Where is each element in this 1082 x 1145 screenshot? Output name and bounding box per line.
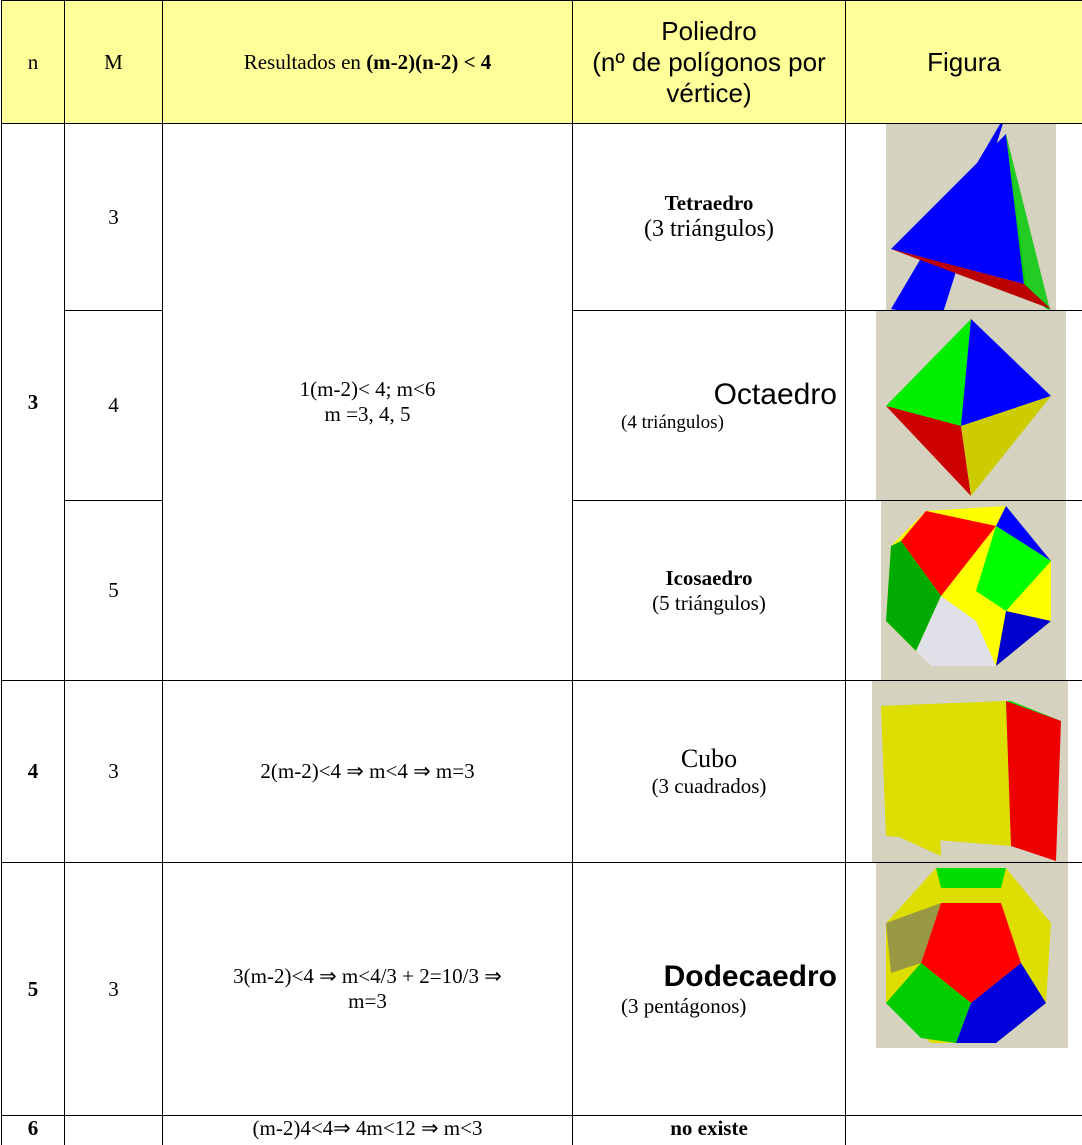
m-cell [64,1115,163,1145]
poly-name: no existe [670,1116,748,1140]
cube [872,681,1068,862]
dodecahedron [876,863,1068,1048]
header-formula: (m-2)(n-2) < 4 [366,49,492,74]
result-line: m=3 [348,989,387,1013]
m-cell: 3 [64,123,163,311]
header-text: Resultados en [243,49,361,74]
figure-cell [845,862,1082,1116]
result-line: 2(m-2)<4 ⇒ m<4 ⇒ m=3 [260,759,475,783]
m-cell: 4 [64,310,163,501]
n-cell: 4 [1,680,65,863]
result-line: (m-2)4<4⇒ 4m<12 ⇒ m<3 [252,1116,483,1140]
n-cell: 5 [1,862,65,1116]
header-result: Resultados en (m-2)(n-2) < 4 [162,0,573,124]
icosahedron [881,501,1066,680]
header-figure: Figura [845,0,1082,124]
poly-name: Octaedro [713,377,837,411]
header-n: n [1,0,65,124]
poly-name: Cubo [680,744,738,773]
header-text: (nº de polígonos por vértice) [592,46,826,108]
poly-name: Tetraedro [664,191,754,215]
result-line: 1(m-2)< 4; m<6 [299,377,436,401]
poly-detail: (4 triángulos) [621,411,724,433]
poly-detail: (5 triángulos) [652,590,766,615]
header-poly: Poliedro (nº de polígonos por vértice) [572,0,846,124]
n-cell: 3 [1,123,65,681]
result-cell: 1(m-2)< 4; m<6 m =3, 4, 5 [162,123,573,681]
poly-cell: Dodecaedro (3 pentágonos) [572,862,846,1116]
m-cell: 3 [64,862,163,1116]
m-cell: 5 [64,500,163,681]
result-line: 3(m-2)<4 ⇒ m<4/3 + 2=10/3 ⇒ [233,964,502,988]
result-cell: 2(m-2)<4 ⇒ m<4 ⇒ m=3 [162,680,573,863]
poly-name: Icosaedro [665,565,753,590]
poly-cell: Octaedro (4 triángulos) [572,310,846,501]
result-cell: (m-2)4<4⇒ 4m<12 ⇒ m<3 [162,1115,573,1145]
octahedron [876,311,1066,500]
header-text: Poliedro [661,15,757,46]
poly-detail: (3 triángulos) [644,216,774,242]
m-cell: 3 [64,680,163,863]
poly-cell: Icosaedro (5 triángulos) [572,500,846,681]
figure-cell [845,500,1082,681]
poly-cell: Cubo (3 cuadrados) [572,680,846,863]
poly-name: Dodecaedro [663,959,837,993]
figure-cell [845,123,1082,311]
figure-cell [845,680,1082,863]
header-m: M [64,0,163,124]
figure-cell [845,1115,1082,1145]
poly-cell: no existe [572,1115,846,1145]
poly-cell: Tetraedro (3 triángulos) [572,123,846,311]
result-cell: 3(m-2)<4 ⇒ m<4/3 + 2=10/3 ⇒ m=3 [162,862,573,1116]
figure-cell [845,310,1082,501]
n-cell: 6 [1,1115,65,1145]
poly-detail: (3 cuadrados) [651,774,767,798]
tetrahedron [886,124,1056,310]
result-line: m =3, 4, 5 [324,402,411,426]
poly-detail: (3 pentágonos) [621,993,747,1018]
